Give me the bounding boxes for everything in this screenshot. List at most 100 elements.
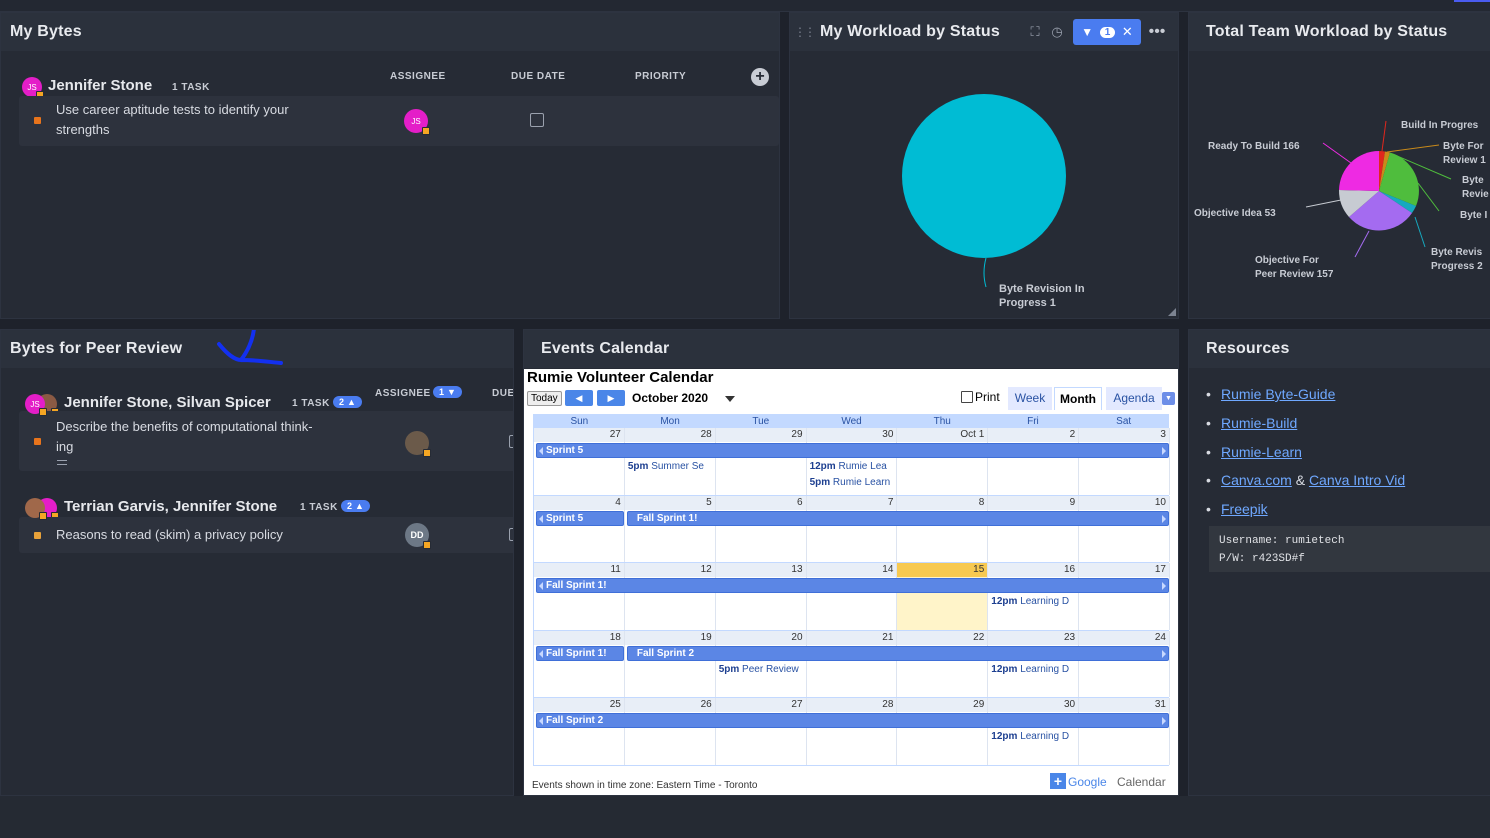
link-byte-guide[interactable]: Rumie Byte-Guide <box>1221 386 1336 402</box>
month-dropdown-icon[interactable] <box>725 396 735 402</box>
calendar-day-cell[interactable]: 5 <box>625 495 716 563</box>
event-bar[interactable]: Fall Sprint 1! <box>536 645 624 661</box>
calendar-brand[interactable]: Calendar <box>1117 775 1166 789</box>
prev-month-button[interactable]: ◀ <box>565 390 593 406</box>
calendar-event[interactable]: 12pm Learning D <box>991 596 1077 607</box>
pie-slice-teal[interactable] <box>1379 191 1416 213</box>
more-options-icon[interactable]: ••• <box>1148 23 1166 40</box>
event-bar[interactable]: Sprint 5 <box>536 443 1169 458</box>
status-square[interactable] <box>34 438 41 445</box>
calendar-event[interactable]: 12pm Learning D <box>991 731 1077 742</box>
task-row[interactable]: Describe the benefits of computational t… <box>19 411 513 471</box>
pie-slice-build-in-progress[interactable] <box>1379 151 1385 191</box>
task-title[interactable]: Reasons to read (skim) a privacy policy <box>56 527 283 542</box>
calendar-day-cell[interactable]: 29 <box>716 428 807 495</box>
calendar-day-cell[interactable]: 16 <box>988 563 1080 630</box>
event-bar[interactable]: Fall Sprint 2 <box>626 645 1169 661</box>
event-bar[interactable]: Fall Sprint 2 <box>536 713 1169 729</box>
task-title-line2[interactable]: ing <box>56 439 74 454</box>
calendar-day-cell[interactable]: 21 <box>807 630 898 698</box>
expand-icon[interactable]: ⛶ <box>1030 24 1040 39</box>
group-name[interactable]: Jennifer Stone <box>48 77 153 94</box>
print-icon[interactable] <box>961 391 973 403</box>
link-rumie-build[interactable]: Rumie-Build <box>1221 415 1298 431</box>
calendar-day-cell[interactable]: 12 <box>625 563 716 630</box>
calendar-day-cell[interactable]: 6 <box>716 495 807 563</box>
task-title-line1[interactable]: Use career aptitude tests to identify yo… <box>56 102 289 117</box>
calendar-day-cell[interactable]: 27 <box>534 428 625 495</box>
task-title-line2[interactable]: strengths <box>56 122 110 137</box>
calendar-day-cell[interactable]: 11 <box>534 563 625 630</box>
calendar-event[interactable]: 12pm Rumie Lea <box>810 461 896 472</box>
task-row[interactable]: Reasons to read (skim) a privacy policy … <box>19 517 513 553</box>
today-button[interactable]: Today <box>527 391 562 406</box>
calendar-day-cell[interactable]: 2 <box>988 428 1080 495</box>
next-month-button[interactable]: ▶ <box>597 390 625 406</box>
calendar-day-cell[interactable]: 31 <box>1079 698 1170 765</box>
google-brand[interactable]: Google <box>1068 775 1107 789</box>
pie-slice-objective-peer[interactable] <box>1349 191 1412 231</box>
team-workload-pie[interactable] <box>1189 51 1490 319</box>
status-square[interactable] <box>34 532 41 539</box>
calendar-icon[interactable] <box>509 435 513 448</box>
col-assignee[interactable]: ASSIGNEE <box>390 71 446 82</box>
calendar-day-cell[interactable]: 14 <box>807 563 898 630</box>
group2-name[interactable]: Terrian Garvis, Jennifer Stone <box>64 498 278 515</box>
status-square[interactable] <box>34 117 41 124</box>
calendar-day-cell[interactable]: 20 <box>716 630 807 698</box>
calendar-event[interactable]: 5pm Summer Se <box>628 461 714 472</box>
google-calendar-embed[interactable]: Rumie Volunteer Calendar Today ◀ ▶ Octob… <box>524 369 1178 795</box>
workload-pie[interactable] <box>790 51 1179 319</box>
calendar-day-cell[interactable]: 28 <box>807 698 898 765</box>
calendar-day-cell[interactable]: 13 <box>716 563 807 630</box>
tab-month[interactable]: Month <box>1054 387 1102 410</box>
calendar-day-cell[interactable]: 22 <box>897 630 989 698</box>
tabs-dropdown-icon[interactable]: ▼ <box>1162 392 1175 405</box>
link-canva[interactable]: Canva.com <box>1221 472 1292 488</box>
drag-handle-icon[interactable]: ⋮⋮ <box>794 25 816 39</box>
calendar-day-cell[interactable]: 28 <box>625 428 716 495</box>
assignee-avatar[interactable]: JS <box>404 109 430 135</box>
col-due[interactable]: DUE <box>492 388 514 399</box>
assignee-avatar[interactable]: DD <box>405 523 431 549</box>
add-to-calendar-icon[interactable]: + <box>1050 773 1066 789</box>
tab-week[interactable]: Week <box>1008 387 1052 410</box>
add-column-icon[interactable]: + <box>751 68 769 86</box>
calendar-day-cell[interactable]: 27 <box>716 698 807 765</box>
calendar-day-cell[interactable]: 23 <box>988 630 1080 698</box>
pie-slice-byte-for-review[interactable] <box>1379 151 1390 192</box>
calendar-event[interactable]: 5pm Rumie Learn <box>810 477 896 488</box>
calendar-day-cell[interactable]: 19 <box>625 630 716 698</box>
link-rumie-learn[interactable]: Rumie-Learn <box>1221 444 1302 460</box>
clear-filter-icon[interactable]: ✕ <box>1121 24 1133 39</box>
col-priority[interactable]: PRIORITY <box>635 71 687 82</box>
group1-name[interactable]: Jennifer Stone, Silvan Spicer <box>64 394 271 411</box>
calendar-day-cell[interactable]: 26 <box>625 698 716 765</box>
pie-slice-byte-revision[interactable] <box>902 94 1066 258</box>
calendar-day-cell[interactable]: 18 <box>534 630 625 698</box>
link-freepik[interactable]: Freepik <box>1221 501 1268 517</box>
pie-slice-objective-idea[interactable] <box>1338 190 1379 217</box>
filter-button[interactable]: ▼ 1 ✕ <box>1073 19 1141 45</box>
calendar-day-cell[interactable]: 15 <box>897 563 989 630</box>
assignee-filter-pill[interactable]: 1 ▼ <box>433 386 462 398</box>
task-title-line1[interactable]: Describe the benefits of computational t… <box>56 419 313 434</box>
calendar-day-cell[interactable]: 24 <box>1079 630 1170 698</box>
calendar-day-cell[interactable]: 3 <box>1079 428 1170 495</box>
event-bar[interactable]: Fall Sprint 1! <box>626 510 1169 526</box>
calendar-day-cell[interactable]: 30 <box>988 698 1080 765</box>
calendar-day-cell[interactable]: 4 <box>534 495 625 563</box>
pie-slice-ready-to-build[interactable] <box>1339 151 1379 191</box>
resize-handle-icon[interactable] <box>1168 308 1176 316</box>
link-canva-intro[interactable]: Canva Intro Vid <box>1308 472 1406 488</box>
calendar-day-cell[interactable]: 10 <box>1079 495 1170 563</box>
calendar-day-cell[interactable]: 9 <box>988 495 1080 563</box>
col-assignee[interactable]: ASSIGNEE <box>375 388 431 399</box>
calendar-day-cell[interactable]: Oct 1 <box>897 428 989 495</box>
calendar-day-cell[interactable]: 7 <box>807 495 898 563</box>
group1-pill[interactable]: 2 ▲ <box>333 396 362 408</box>
assignee-avatar[interactable] <box>405 431 431 457</box>
event-bar[interactable]: Sprint 5 <box>536 510 624 526</box>
calendar-icon[interactable] <box>530 113 544 127</box>
group2-pill[interactable]: 2 ▲ <box>341 500 370 512</box>
